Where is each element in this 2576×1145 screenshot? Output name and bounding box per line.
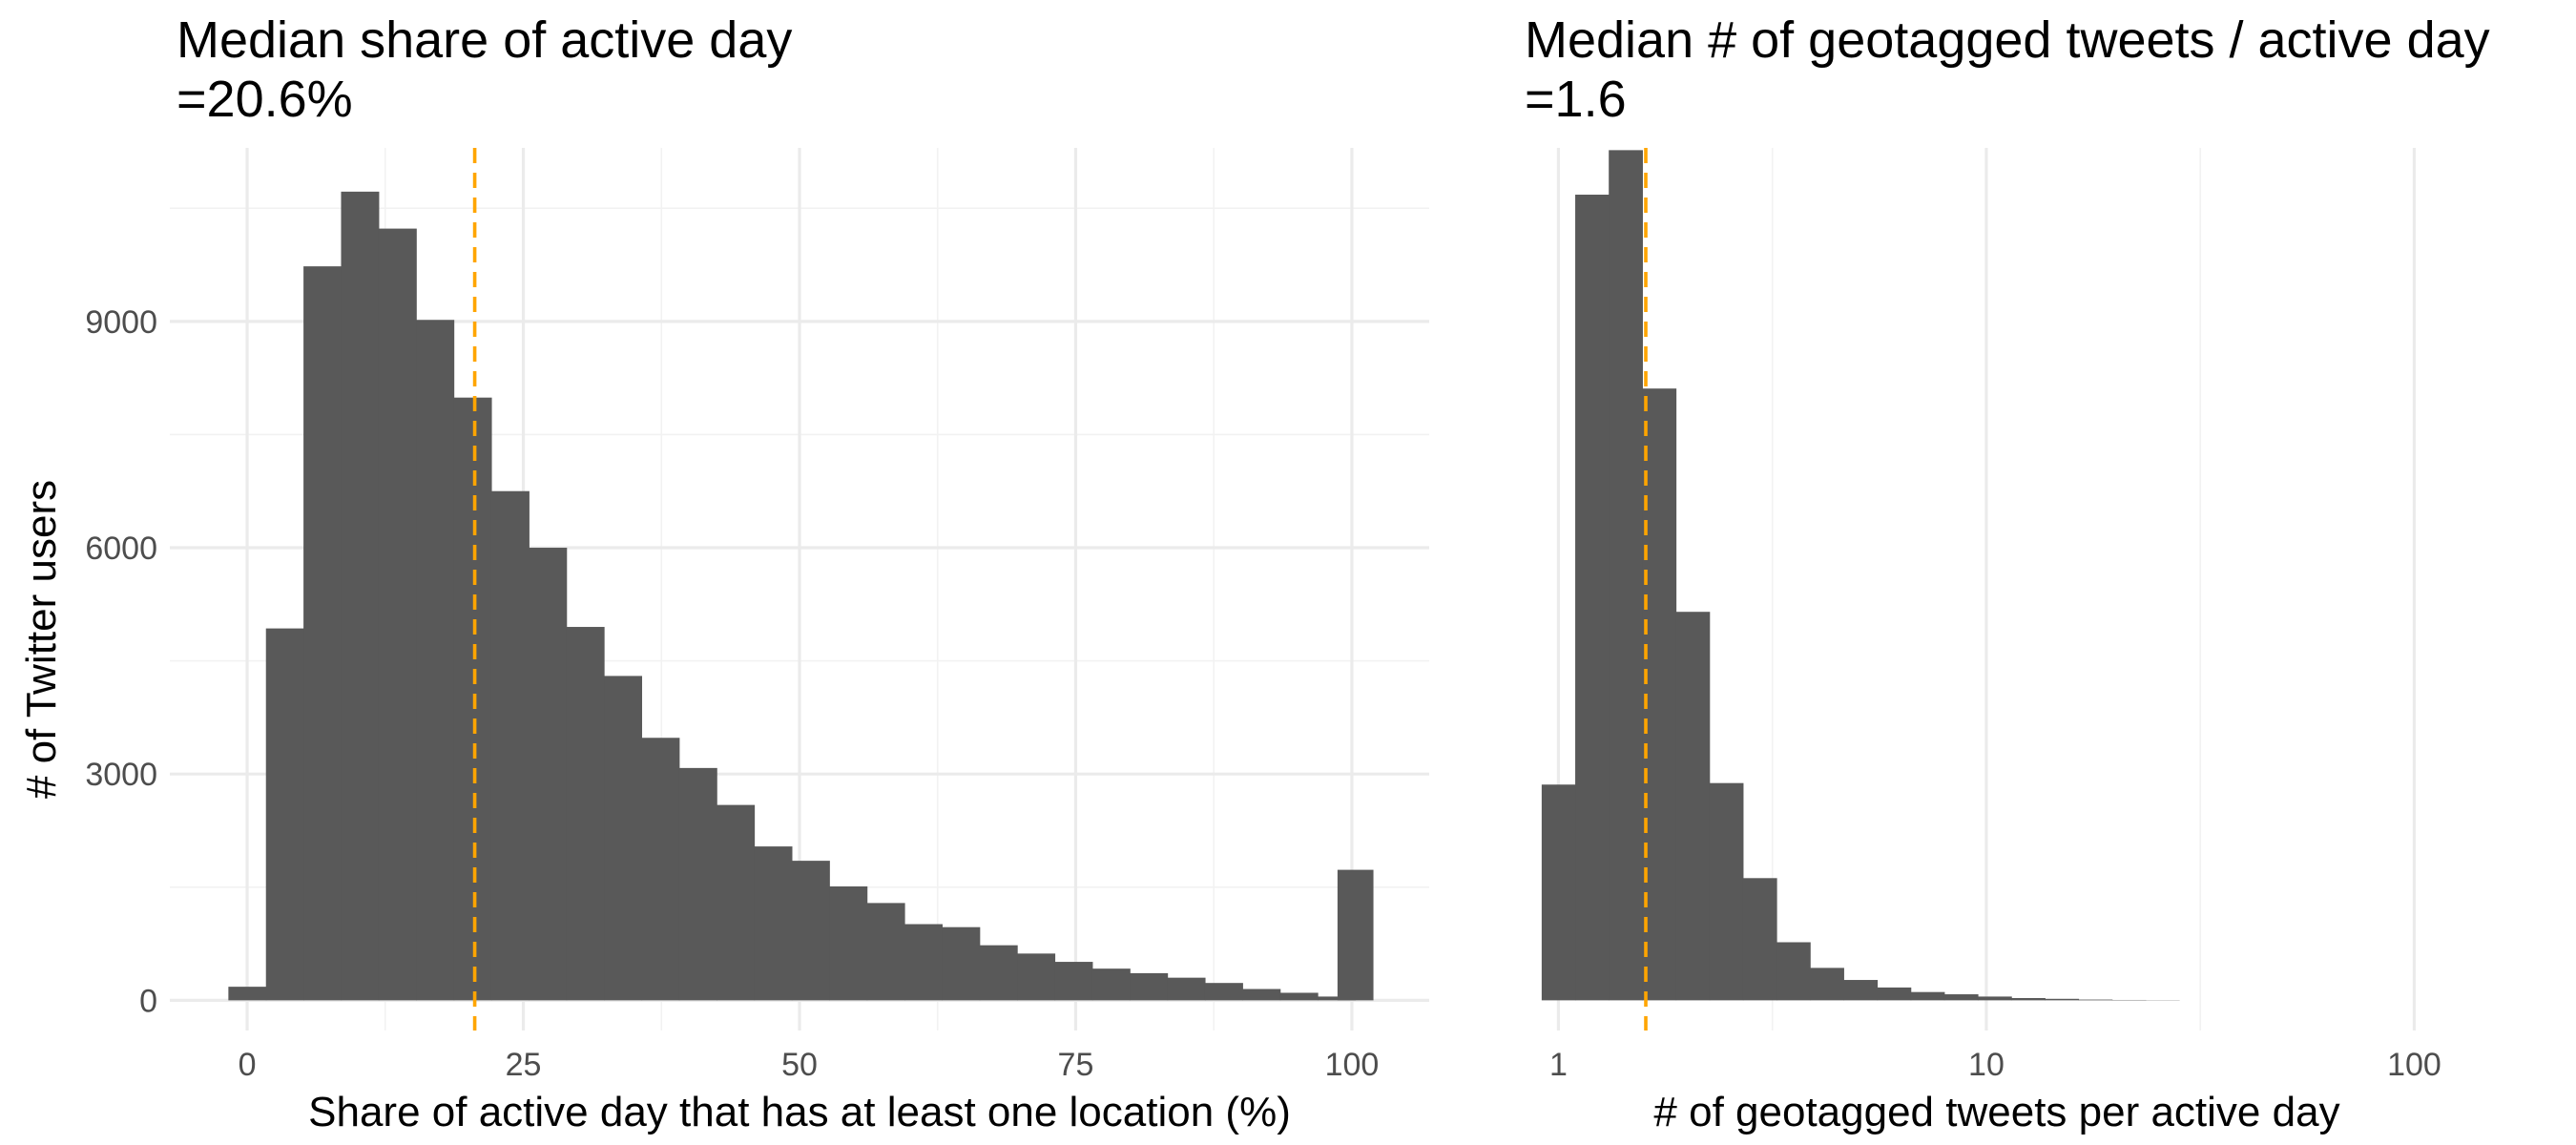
x-tick-label: 75 (1058, 1047, 1094, 1083)
histogram-bar (1709, 782, 1744, 1001)
histogram-bar (1541, 784, 1576, 1001)
chart-title-line2: =20.6% (177, 71, 353, 128)
y-axis-label: # of Twitter users (18, 480, 65, 799)
histogram-bar (1167, 977, 1206, 1001)
chart-title-line1: Median # of geotagged tweets / active da… (1525, 11, 2490, 69)
y-tick-label: 0 (139, 983, 157, 1019)
histogram-bar (1843, 980, 1879, 1001)
histogram-bar (1054, 962, 1093, 1001)
histogram-bar (1642, 388, 1677, 1001)
histogram-bar (942, 926, 981, 1001)
histogram-bar (904, 924, 943, 1001)
x-tick-label: 100 (1325, 1047, 1380, 1083)
histogram-bar (416, 320, 455, 1001)
histogram-bar (303, 266, 343, 1001)
histogram-bar (791, 861, 830, 1001)
histogram-bar (1877, 987, 1912, 1001)
y-tick-label: 3000 (85, 757, 157, 793)
x-tick-label: 100 (2387, 1047, 2441, 1083)
histogram-bar (378, 228, 417, 1001)
x-tick-labels: 0 25 50 75 100 (239, 1047, 1380, 1083)
histogram-panel-share-active-day: Median share of active day =20.6% 0 3000 6… (18, 11, 1429, 1135)
x-tick-labels: 1 10 100 (1549, 1047, 2441, 1083)
histogram-bar (228, 987, 267, 1001)
histogram-bar (1091, 968, 1131, 1001)
histogram-bar (2011, 998, 2046, 1001)
histogram-bar (2045, 998, 2080, 1001)
histogram-bar (453, 397, 492, 1001)
histogram-bar (529, 548, 568, 1001)
histogram-bars (228, 191, 1374, 1001)
y-tick-label: 9000 (85, 304, 157, 341)
histogram-bar (1575, 195, 1610, 1001)
histogram-bar (1242, 989, 1281, 1001)
histogram-bar (866, 903, 905, 1001)
histogram-bars (1541, 150, 2180, 1001)
histogram-bar (1130, 972, 1169, 1001)
histogram-bar (566, 627, 605, 1001)
x-axis-label: # of geotagged tweets per active day (1653, 1089, 2339, 1135)
x-tick-label: 0 (239, 1047, 257, 1083)
histogram-bar (1279, 992, 1319, 1001)
histogram-bar (1017, 953, 1056, 1001)
x-tick-label: 1 (1549, 1047, 1568, 1083)
histogram-bar (490, 490, 530, 1001)
histogram-bar (1910, 991, 1945, 1001)
x-tick-label: 50 (781, 1047, 818, 1083)
histogram-bar (641, 738, 680, 1001)
histogram-bar (1977, 996, 2012, 1001)
histogram-panel-tweets-per-day: Median # of geotagged tweets / active da… (1525, 11, 2490, 1135)
histogram-bar (341, 191, 380, 1001)
histogram-bar (265, 628, 304, 1001)
y-tick-label: 6000 (85, 531, 157, 567)
histogram-bar (1943, 994, 1979, 1001)
histogram-bar (1810, 968, 1844, 1001)
histogram-bar (979, 945, 1018, 1001)
y-tick-labels: 0 3000 6000 9000 (85, 304, 157, 1020)
histogram-bar (1742, 878, 1777, 1001)
histogram-bar (1776, 942, 1811, 1001)
x-axis-label: Share of active day that has at least on… (308, 1089, 1291, 1135)
histogram-bar (604, 676, 643, 1001)
histogram-bar (1318, 996, 1357, 1001)
x-tick-label: 25 (506, 1047, 542, 1083)
histogram-bar (754, 846, 793, 1001)
chart-title-line1: Median share of active day (177, 11, 792, 69)
x-tick-label: 10 (1968, 1047, 2005, 1083)
histogram-bar (2078, 999, 2113, 1001)
histogram-bar (1609, 150, 1643, 1001)
chart-title-line2: =1.6 (1525, 71, 1627, 128)
histogram-bar (1204, 983, 1243, 1001)
histogram-bar (829, 885, 868, 1001)
histogram-bar (717, 804, 756, 1001)
histogram-bar (1337, 869, 1374, 1001)
histogram-bar (678, 767, 717, 1001)
histogram-bar (1675, 612, 1711, 1001)
